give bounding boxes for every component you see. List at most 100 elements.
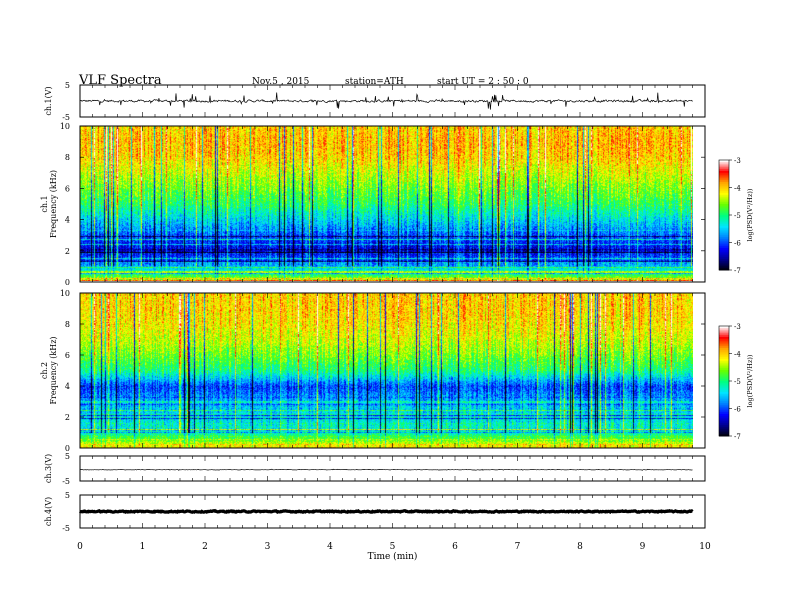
colorbar-segment (719, 255, 729, 258)
colorbar-segment (719, 364, 729, 367)
colorbar-segment (719, 392, 729, 395)
colorbar-segment (719, 410, 729, 413)
y-tick-label: 8 (65, 153, 70, 162)
colorbar-segment (719, 335, 729, 338)
colorbar-label: log(PSD(V²/Hz)) (746, 188, 754, 241)
header-date: Nov.5 , 2015 (252, 77, 310, 87)
colorbar-segment (719, 160, 729, 163)
colorbar-segment (719, 198, 729, 201)
colorbar-segment (719, 403, 729, 406)
colorbar-segment (719, 337, 729, 340)
y-axis-label: Frequency (kHz) (49, 336, 58, 404)
colorbar-segment (719, 432, 729, 435)
y-tick-label: -5 (62, 113, 70, 122)
colorbar-segment (719, 237, 729, 240)
colorbar-tick-label: -4 (734, 351, 741, 359)
y-axis-label: ch.1 (40, 195, 49, 212)
colorbar-segment (719, 390, 729, 393)
colorbar-segment (719, 163, 729, 166)
colorbar-segment (719, 417, 729, 420)
colorbar-segment (719, 215, 729, 218)
colorbar-segment (719, 240, 729, 243)
x-tick-label: 1 (140, 542, 146, 552)
colorbar-segment (719, 333, 729, 336)
y-axis-label: Frequency (kHz) (49, 170, 58, 238)
ch1-waveform-trace (79, 92, 693, 110)
colorbar-segment (719, 425, 729, 428)
colorbar-segment (719, 362, 729, 365)
colorbar-tick-label: -5 (734, 378, 741, 386)
x-tick-label: 5 (390, 542, 396, 552)
colorbar-segment (719, 182, 729, 185)
colorbar-segment (719, 401, 729, 404)
colorbar-segment (719, 231, 729, 234)
time-axis: 0 1 2 3 4 5 6 7 8 9 10 Time (min) (77, 542, 711, 562)
colorbar-segment (719, 357, 729, 360)
y-tick-label: 4 (65, 382, 70, 391)
colorbar-tick-label: -3 (734, 157, 741, 165)
colorbar-segment (719, 338, 729, 342)
colorbar-segment (719, 244, 729, 247)
colorbar-tick-label: -4 (734, 185, 741, 193)
x-tick-label: 6 (452, 542, 458, 552)
colorbar-segment (719, 220, 729, 223)
colorbar-segment (719, 426, 729, 430)
y-tick-label: 5 (65, 491, 70, 500)
colorbar-segment (719, 194, 729, 198)
colorbar-segment (719, 187, 729, 190)
colorbar-segment (719, 346, 729, 349)
colorbar-segment (719, 344, 729, 347)
y-tick-label: 5 (65, 81, 70, 90)
colorbar-segment (719, 266, 729, 269)
colorbar-segment (719, 342, 729, 345)
ch1-spectrogram-panel: 0 2 4 6 8 10 ch.1 Frequency (kHz) (40, 122, 706, 287)
header-station: station=ATH (345, 77, 404, 87)
colorbar-segment (719, 419, 729, 422)
y-axis-label: ch.2 (40, 362, 49, 379)
colorbar-segment (719, 381, 729, 384)
colorbar-segment (719, 406, 729, 409)
y-tick-label: 6 (65, 184, 70, 193)
colorbar-segment (719, 233, 729, 236)
y-tick-label: 4 (65, 216, 70, 225)
colorbar-segment (719, 423, 729, 426)
y-axis-label: ch.4(V) (44, 497, 53, 526)
x-tick-label: 8 (577, 542, 583, 552)
ch2-spectrogram-canvas (80, 293, 693, 448)
colorbar-segment (719, 351, 729, 354)
y-tick-label: 0 (65, 444, 70, 453)
colorbar-segment (719, 259, 729, 262)
colorbar-segment (719, 196, 729, 199)
colorbar-segment (719, 404, 729, 408)
colorbar-segment (719, 204, 729, 207)
colorbar-tick-label: -7 (734, 433, 741, 441)
colorbar-segment (719, 227, 729, 231)
colorbar-segment (719, 370, 729, 373)
x-tick-label: 7 (515, 542, 521, 552)
colorbar-segment (719, 421, 729, 424)
colorbar-segment (719, 412, 729, 415)
ch3-waveform-trace (79, 468, 693, 471)
y-tick-label: 0 (65, 278, 70, 287)
colorbar-tick-label: -6 (734, 406, 741, 414)
colorbar-segment (719, 327, 729, 331)
colorbar-segment (719, 408, 729, 411)
colorbar-segment (719, 178, 729, 181)
colorbar-segment (719, 211, 729, 214)
colorbar-segment (719, 169, 729, 172)
y-tick-label: -5 (62, 524, 70, 533)
colorbar-segment (719, 205, 729, 209)
y-tick-label: 6 (65, 351, 70, 360)
y-tick-label: 8 (65, 320, 70, 329)
colorbar-segment (719, 185, 729, 188)
ch1-colorbar: -3 -4 -5 -6 -7 log(PSD(V²/Hz)) (718, 157, 754, 275)
colorbar-segment (719, 373, 729, 376)
y-tick-label: 5 (65, 452, 70, 461)
colorbar-segment (719, 360, 729, 364)
colorbar-segment (719, 251, 729, 254)
colorbar-segment (719, 242, 729, 245)
colorbar-segment (719, 229, 729, 232)
colorbar-segment (719, 260, 729, 264)
colorbar-segment (719, 359, 729, 362)
